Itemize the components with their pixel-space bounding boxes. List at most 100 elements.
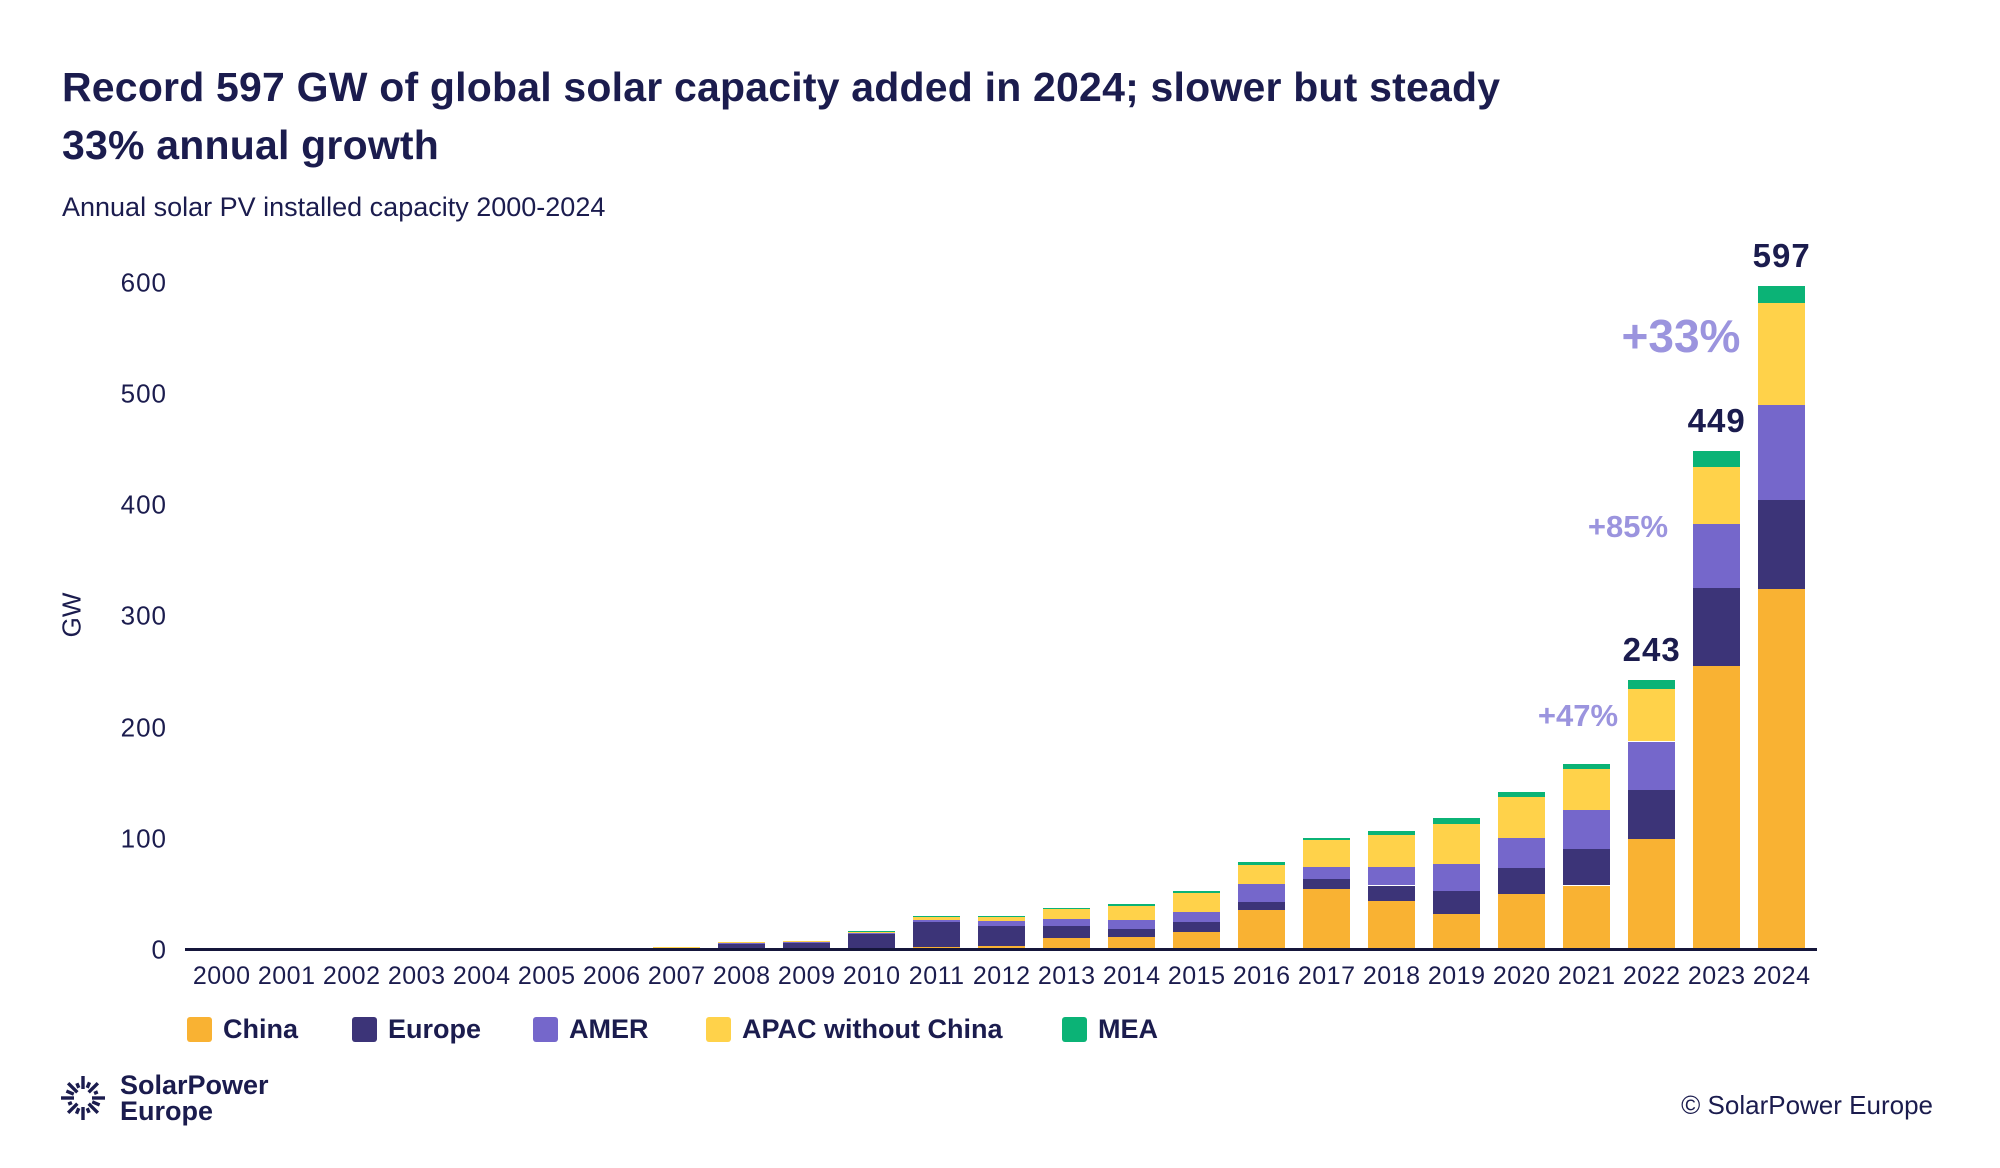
- bar-segment: [1498, 791, 1546, 798]
- bar-segment: [1303, 840, 1351, 868]
- copyright-notice: © SolarPower Europe: [1681, 1090, 1933, 1120]
- bar-segment: [1758, 302, 1806, 406]
- legend-swatch-icon: [1062, 1016, 1087, 1042]
- x-tick-label: 2024: [1752, 962, 1811, 990]
- bar-segment: [1043, 937, 1091, 950]
- legend-item-china: China: [187, 1013, 299, 1044]
- page-title-line2: 33% annual growth: [62, 122, 440, 168]
- bar-segment: [1368, 835, 1416, 868]
- x-tick-label: 2013: [1037, 962, 1096, 990]
- legend-item-mea: MEA: [1062, 1014, 1158, 1044]
- x-tick-label: 2016: [1232, 962, 1291, 990]
- x-tick-label: 2014: [1102, 962, 1161, 990]
- x-tick-label: 2020: [1492, 962, 1551, 990]
- bar-segment: [913, 919, 961, 923]
- bar-segment: [1498, 797, 1546, 838]
- bar-segment: [1498, 894, 1546, 950]
- brand-logo: SolarPower Europe: [60, 1072, 269, 1126]
- bar-segment: [1693, 450, 1741, 468]
- bar-segment: [1368, 900, 1416, 950]
- y-tick-label: 400: [120, 489, 167, 520]
- bar-segment: [1303, 837, 1351, 841]
- brand-wordmark: SolarPower Europe: [120, 1072, 269, 1126]
- bar-total-label: 597: [1752, 237, 1811, 275]
- sunburst-logo-icon: [61, 1076, 105, 1120]
- bar-segment: [1043, 907, 1091, 909]
- x-tick-label: 2022: [1622, 962, 1681, 990]
- legend-label: Europe: [388, 1013, 482, 1044]
- bar-segment: [1563, 849, 1611, 886]
- x-tick-label: 2010: [842, 962, 901, 990]
- brand-line2: Europe: [120, 1096, 214, 1126]
- page-title: Record 597 GW of global solar capacity a…: [62, 58, 1762, 174]
- x-tick-label: 2003: [387, 962, 446, 990]
- bar-segment: [1693, 588, 1741, 667]
- bar-segment: [783, 942, 831, 950]
- x-tick-label: 2007: [647, 962, 706, 990]
- bar-segment: [1368, 831, 1416, 836]
- bar-segment: [1498, 867, 1546, 895]
- bar-segment: [1108, 906, 1156, 920]
- x-tick-label: 2015: [1167, 962, 1226, 990]
- bar-segment: [1563, 763, 1611, 769]
- legend-label: AMER: [569, 1013, 649, 1044]
- legend-swatch-icon: [706, 1016, 731, 1042]
- x-tick-label: 2004: [452, 962, 511, 990]
- bar-segment: [783, 941, 831, 943]
- bar-segment: [1043, 926, 1091, 938]
- x-tick-label: 2005: [517, 962, 576, 990]
- bar-segment: [1238, 864, 1286, 884]
- bar-segment: [1433, 864, 1481, 891]
- legend-swatch-icon: [187, 1016, 212, 1042]
- bar-segment: [718, 941, 766, 943]
- bar-segment: [1628, 741, 1676, 790]
- bar-segment: [848, 930, 896, 934]
- bar-segment: [1758, 588, 1806, 950]
- bar-segment: [1433, 913, 1481, 950]
- bar-segment: [653, 946, 701, 948]
- growth-annotation: +85%: [1587, 509, 1669, 544]
- bar-segment: [1173, 893, 1221, 912]
- legend-label: China: [223, 1013, 299, 1044]
- x-tick-label: 2021: [1557, 962, 1616, 990]
- bar-segment: [913, 922, 961, 948]
- x-tick-label: 2000: [192, 962, 251, 990]
- bar-segment: [848, 933, 896, 935]
- bar-segment: [1043, 908, 1091, 920]
- bar-segment: [1433, 824, 1481, 865]
- growth-annotation: +47%: [1537, 698, 1619, 733]
- legend-item-amer: AMER: [533, 1013, 649, 1044]
- bar-segment: [1173, 931, 1221, 950]
- legend-item-apac-without-china: APAC without China: [706, 1014, 1002, 1044]
- bar-segment: [1628, 838, 1676, 950]
- x-tick-label: 2012: [972, 962, 1031, 990]
- bar-segment: [848, 934, 896, 950]
- bar-segment: [1238, 862, 1286, 865]
- bar-segment: [913, 916, 961, 920]
- y-tick-label: 0: [151, 934, 167, 965]
- x-tick-label: 2023: [1687, 962, 1746, 990]
- bar-segment: [1108, 904, 1156, 907]
- growth-annotation: +33%: [1621, 310, 1741, 362]
- chart-subtitle: Annual solar PV installed capacity 2000-…: [62, 192, 606, 222]
- legend-swatch-icon: [533, 1016, 558, 1042]
- bar-segment: [1238, 909, 1286, 950]
- bar-segment: [1368, 885, 1416, 901]
- x-tick-label: 2019: [1427, 962, 1486, 990]
- x-tick-label: 2018: [1362, 962, 1421, 990]
- bar-segment: [1368, 867, 1416, 886]
- bar-segment: [1433, 817, 1481, 825]
- bar-segment: [978, 925, 1026, 946]
- bar-segment: [1238, 883, 1286, 903]
- x-axis-line: [185, 948, 1817, 951]
- bar-segment: [1173, 922, 1221, 932]
- bar-segment: [1498, 837, 1546, 868]
- bar-segment: [718, 943, 766, 950]
- bar-segment: [1108, 919, 1156, 929]
- x-tick-label: 2011: [908, 962, 965, 990]
- bar-segment: [1303, 867, 1351, 880]
- bar-segment: [783, 942, 831, 943]
- bar-segment: [1173, 891, 1221, 894]
- bar-segment: [1173, 911, 1221, 923]
